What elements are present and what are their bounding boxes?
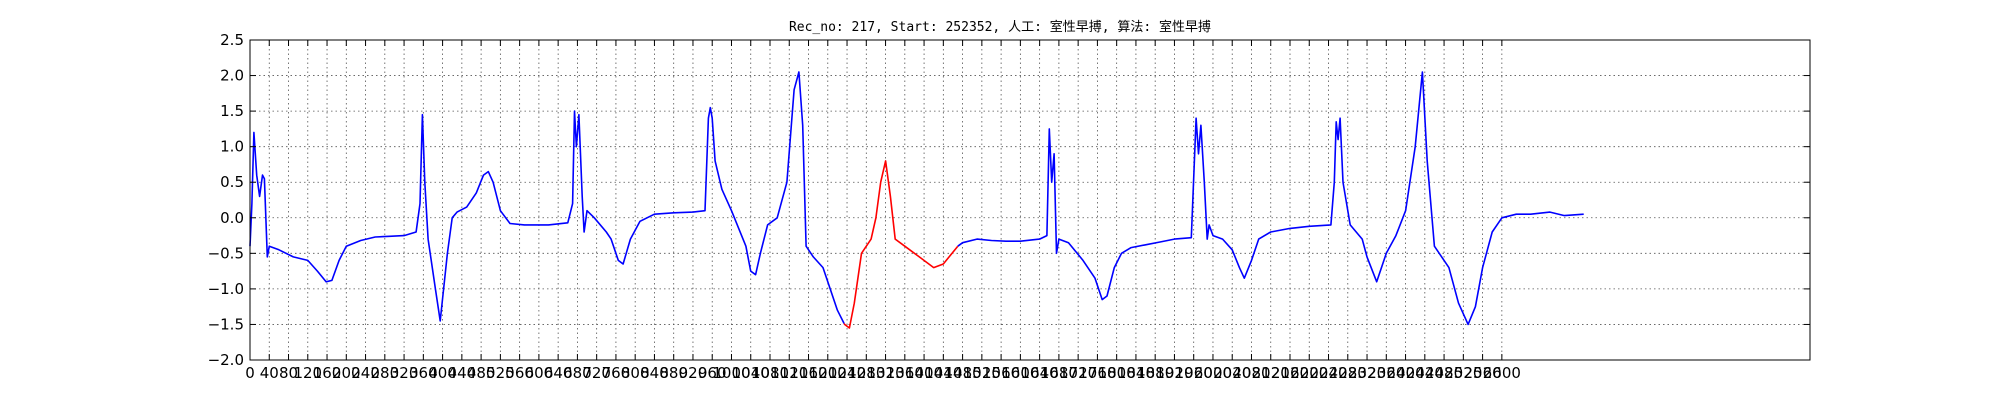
x-tick-label: 2560: [1463, 364, 1501, 382]
x-tick-label: 1760: [1078, 364, 1116, 382]
x-tick-label: 2280: [1329, 364, 1367, 382]
y-tick-label: 1.5: [220, 102, 244, 120]
ecg-line-highlight: [843, 160, 959, 329]
x-tick-label: 1440: [924, 364, 962, 382]
x-tick-label: 680: [563, 364, 592, 382]
x-tick-label: 1720: [1059, 364, 1097, 382]
y-tick-label: −2.0: [208, 351, 244, 369]
x-tick-label: 480: [467, 364, 496, 382]
x-tick-label: 1800: [1098, 364, 1136, 382]
y-tick-label: −0.5: [208, 244, 244, 262]
x-tick-label: 1400: [905, 364, 943, 382]
x-tick-label: 760: [602, 364, 631, 382]
x-tick-label: 2360: [1367, 364, 1405, 382]
x-tick-label: 440: [448, 364, 477, 382]
x-tick-label: 840: [640, 364, 669, 382]
y-tick-label: −1.5: [208, 315, 244, 333]
x-tick-label: 1840: [1117, 364, 1155, 382]
x-tick-label: 360: [409, 364, 438, 382]
x-tick-label: 920: [679, 364, 708, 382]
x-tick-label: 1880: [1136, 364, 1174, 382]
x-tick-label: 1640: [1021, 364, 1059, 382]
x-tick-label: 160: [313, 364, 342, 382]
x-tick-label: 1240: [828, 364, 866, 382]
ecg-line-before: [249, 71, 845, 324]
x-tick-label: 1200: [809, 364, 847, 382]
y-tick-label: 1.0: [220, 138, 244, 156]
x-tick-label: 2160: [1271, 364, 1309, 382]
x-tick-label: 2440: [1406, 364, 1444, 382]
x-tick-label: 2240: [1309, 364, 1347, 382]
x-tick-label: 880: [659, 364, 688, 382]
x-tick-label: 2600: [1483, 364, 1521, 382]
x-tick-label: 2120: [1252, 364, 1290, 382]
x-tick-label: 2480: [1425, 364, 1463, 382]
x-tick-label: 800: [621, 364, 650, 382]
x-tick-label: 1960: [1175, 364, 1213, 382]
x-tick-label: 1280: [847, 364, 885, 382]
x-tick-label: 1040: [732, 364, 770, 382]
x-tick-label: 1000: [712, 364, 750, 382]
x-tick-label: 200: [332, 364, 361, 382]
ecg-line-after: [957, 71, 1584, 326]
x-tick-label: 2400: [1386, 364, 1424, 382]
x-tick-label: 240: [351, 364, 380, 382]
x-tick-label: 400: [428, 364, 457, 382]
y-tick-label: 2.5: [220, 31, 244, 49]
x-tick-label: 320: [390, 364, 419, 382]
x-tick-label: 280: [370, 364, 399, 382]
x-tick-label: 1560: [982, 364, 1020, 382]
x-tick-label: 720: [582, 364, 611, 382]
x-tick-label: 0: [245, 364, 255, 382]
chart-title: Rec_no: 217, Start: 252352, 人工: 室性早搏, 算法…: [789, 19, 1211, 35]
x-tick-label: 1080: [751, 364, 789, 382]
x-tick-label: 2040: [1213, 364, 1251, 382]
y-tick-label: 0.5: [220, 173, 244, 191]
y-tick-label: −1.0: [208, 280, 244, 298]
y-tick-label: 2.0: [220, 67, 244, 85]
x-tick-label: 40: [260, 364, 279, 382]
axes: 2.52.01.51.00.50.0−0.5−1.0−1.5−2.00 40 801…: [208, 31, 1810, 382]
x-tick-label: 2320: [1348, 364, 1386, 382]
x-tick-label: 1920: [1155, 364, 1193, 382]
x-tick-label: 1520: [963, 364, 1001, 382]
x-tick-label: 2520: [1444, 364, 1482, 382]
x-tick-label: 640: [544, 364, 573, 382]
x-tick-label: 2080: [1232, 364, 1270, 382]
x-tick-label: 1160: [789, 364, 827, 382]
x-tick-label: 1360: [886, 364, 924, 382]
x-tick-label: 560: [505, 364, 534, 382]
x-tick-label: 1120: [770, 364, 808, 382]
x-tick-label: 960: [698, 364, 727, 382]
y-tick-label: 0.0: [220, 209, 244, 227]
grid: [250, 40, 1810, 360]
x-tick-label: 2200: [1290, 364, 1328, 382]
plot-frame: [249, 39, 1811, 361]
x-tick-label: 2000: [1194, 364, 1232, 382]
x-tick-label: 600: [525, 364, 554, 382]
x-tick-label: 1600: [1001, 364, 1039, 382]
x-tick-label: 520: [486, 364, 515, 382]
x-tick-label: 1320: [866, 364, 904, 382]
ecg-series: [249, 71, 1584, 329]
x-tick-label: 1480: [943, 364, 981, 382]
x-tick-label: 80: [279, 364, 298, 382]
x-tick-label: 1680: [1040, 364, 1078, 382]
x-tick-label: 120: [293, 364, 322, 382]
